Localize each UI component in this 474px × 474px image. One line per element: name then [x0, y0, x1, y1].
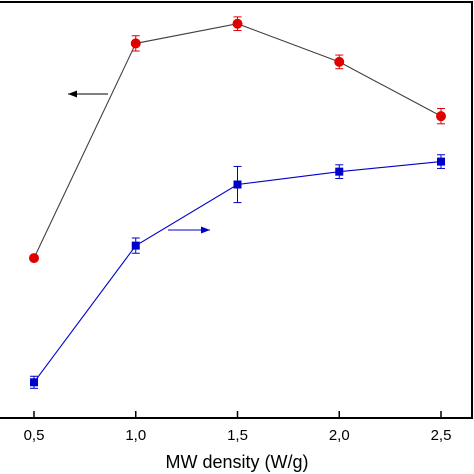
series-line: [33, 23, 442, 259]
data-point: [437, 157, 445, 166]
x-tick-label: 0,5: [24, 427, 45, 444]
x-axis-title: MW density (W/g): [165, 452, 308, 472]
arrow-head: [68, 90, 77, 98]
data-point: [232, 18, 243, 29]
x-tick-label: 1,5: [227, 427, 248, 444]
series-1: [30, 154, 445, 389]
data-point: [436, 111, 446, 122]
series-layer: [29, 16, 446, 389]
x-tick-label: 1,0: [125, 427, 146, 444]
data-point: [335, 167, 344, 176]
data-point: [334, 56, 345, 67]
x-tick-label: 2,0: [329, 427, 350, 444]
series-0: [29, 16, 446, 264]
arrow-head: [201, 226, 210, 234]
data-point: [131, 241, 140, 250]
x-axis-tick-labels: 0,5 1,0 1,5 2,0 2,5: [24, 427, 452, 444]
arrow-right: [168, 226, 210, 234]
plot-border: [0, 1, 473, 419]
data-point: [30, 378, 38, 387]
data-point: [233, 180, 242, 189]
annotation-arrows: [68, 90, 210, 234]
x-axis-ticks: [33, 411, 442, 418]
plot-frame: [0, 1, 473, 419]
x-tick-label: 2,5: [431, 427, 452, 444]
data-point: [130, 38, 141, 49]
data-point: [29, 253, 39, 264]
arrow-left: [68, 90, 108, 98]
